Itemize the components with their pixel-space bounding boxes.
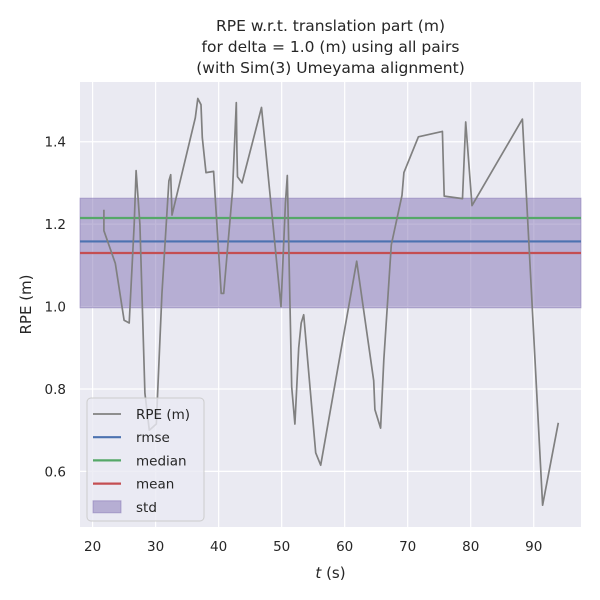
chart-title-line-3: (with Sim(3) Umeyama alignment): [196, 59, 465, 77]
x-tick-label-20: 20: [84, 539, 101, 555]
y-tick-label-1.2: 1.2: [45, 217, 66, 233]
y-axis-ticks: 0.6 0.8 1.0 1.2 1.4: [45, 135, 66, 481]
reference-lines: [80, 216, 581, 255]
x-axis-label-unit: (s): [321, 564, 345, 582]
legend: RPE (m) rmse median mean std: [86, 397, 205, 522]
y-axis-label: RPE (m): [17, 274, 35, 334]
x-axis-ticks: 20 30 40 50 60 70 80 90: [84, 539, 542, 555]
legend-label-median: median: [136, 453, 187, 469]
legend-swatch-std: [92, 500, 122, 514]
chart-title-line-1: RPE w.r.t. translation part (m): [216, 17, 445, 35]
y-tick-label-0.6: 0.6: [45, 464, 66, 480]
x-tick-label-60: 60: [336, 539, 353, 555]
x-axis-label: t (s): [315, 564, 345, 582]
x-tick-label-50: 50: [273, 539, 290, 555]
x-axis-label-var: t: [315, 564, 322, 582]
legend-label-mean: mean: [136, 477, 174, 493]
x-tick-label-80: 80: [462, 539, 479, 555]
chart-title-line-2: for delta = 1.0 (m) using all pairs: [202, 38, 460, 56]
x-tick-label-90: 90: [525, 539, 542, 555]
y-tick-label-0.8: 0.8: [45, 382, 66, 398]
legend-box: [86, 397, 205, 522]
x-tick-label-40: 40: [210, 539, 227, 555]
x-tick-label-70: 70: [399, 539, 416, 555]
legend-label-std: std: [136, 500, 157, 516]
legend-label-rmse: rmse: [136, 430, 170, 446]
y-tick-label-1.4: 1.4: [45, 135, 66, 151]
legend-label-rpe-m: RPE (m): [136, 407, 190, 423]
x-tick-label-30: 30: [147, 539, 164, 555]
chart-title: RPE w.r.t. translation part (m) for delt…: [196, 17, 465, 77]
y-tick-label-1: 1.0: [45, 300, 66, 316]
